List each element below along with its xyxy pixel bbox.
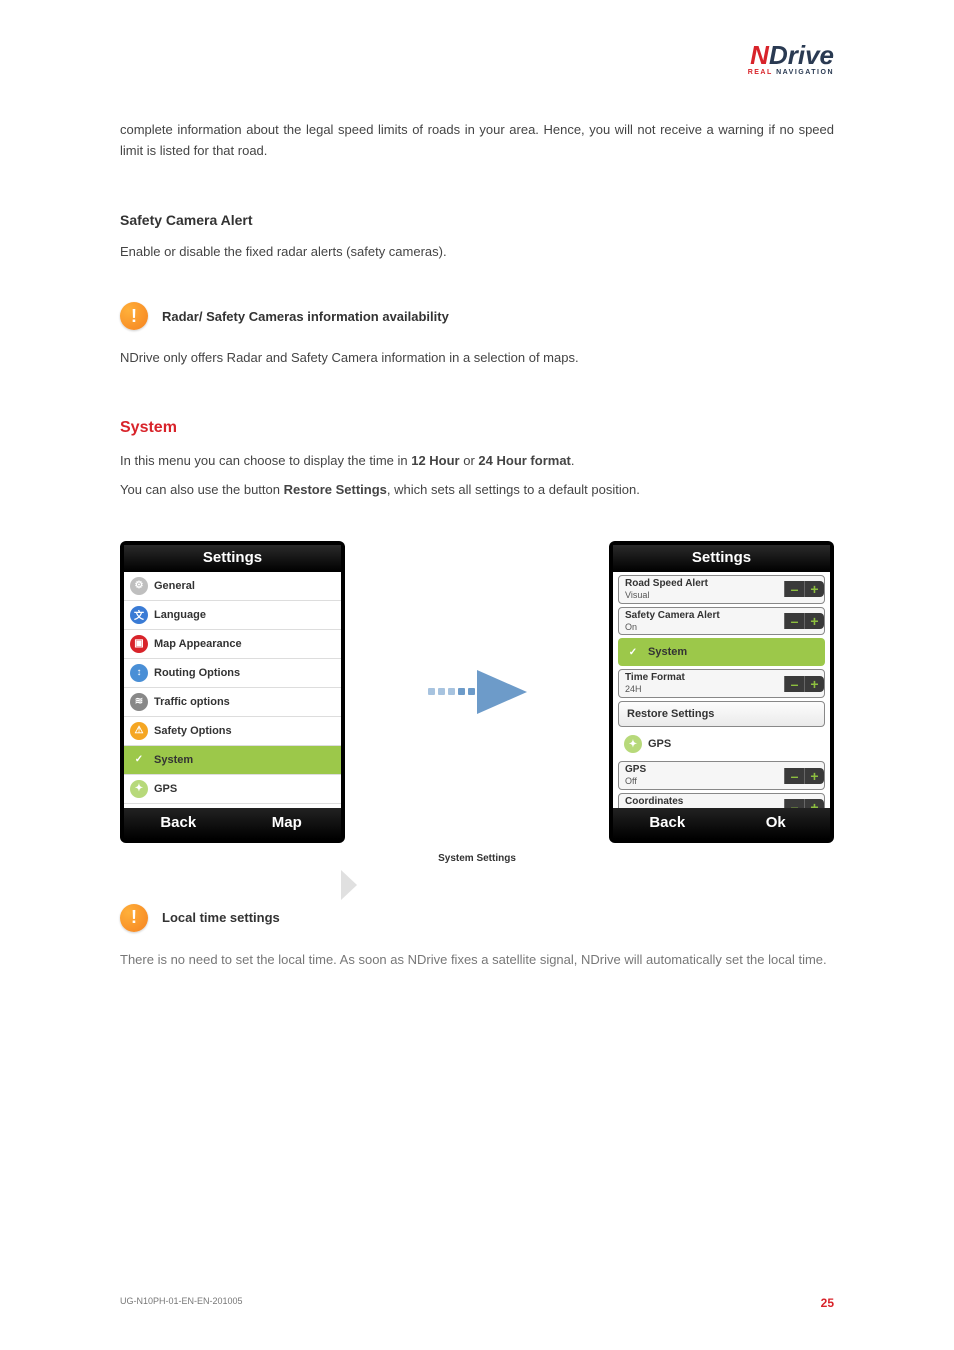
doc-code: UG-N10PH-01-EN-EN-201005	[120, 1296, 243, 1310]
menu-label: General	[154, 580, 195, 592]
minus-button[interactable]: –	[784, 768, 804, 784]
menu-icon: ↕	[130, 664, 148, 682]
menu-icon: ≋	[130, 693, 148, 711]
alert-icon: !	[120, 904, 148, 932]
system-heading: System	[120, 419, 834, 437]
menu-label: Routing Options	[154, 667, 240, 679]
menu-label: Safety Options	[154, 725, 232, 737]
menu-icon: 文	[130, 606, 148, 624]
setting-label: CoordinatesDDD	[619, 794, 784, 808]
setting-label: Time Format24H	[619, 670, 784, 697]
menu-item[interactable]: ✦ GPS	[124, 775, 341, 804]
alert-localtime: ! Local time settings	[120, 904, 834, 932]
logo-letter: N	[750, 40, 769, 70]
setting-item[interactable]: Safety Camera AlertOn–+	[618, 607, 825, 636]
settings-device-left: Settings ⚙ General 文 Language ▣ Map Appearanc…	[120, 541, 345, 843]
page-footer: UG-N10PH-01-EN-EN-201005 25	[120, 1296, 834, 1310]
brand-logo: NDrive REAL NAVIGATION	[748, 40, 834, 76]
safety-camera-heading: Safety Camera Alert	[120, 212, 834, 228]
system-para-2: You can also use the button Restore Sett…	[120, 480, 834, 501]
plus-button[interactable]: +	[804, 768, 824, 784]
back-button[interactable]: Back	[613, 808, 722, 839]
plus-button[interactable]: +	[804, 676, 824, 692]
system-para-1: In this menu you can choose to display t…	[120, 451, 834, 472]
menu-item[interactable]: ▣ Map Appearance	[124, 630, 341, 659]
restore-settings-button[interactable]: Restore Settings	[618, 701, 825, 727]
alert-radar-title: Radar/ Safety Cameras information availa…	[162, 309, 449, 324]
setting-item[interactable]: Road Speed AlertVisual–+	[618, 575, 825, 604]
menu-icon: ⚙	[130, 577, 148, 595]
back-button[interactable]: Back	[124, 808, 233, 839]
minus-button[interactable]: –	[784, 581, 804, 597]
menu-item[interactable]: ↕ Routing Options	[124, 659, 341, 688]
ok-button[interactable]: Ok	[722, 808, 831, 839]
section-icon: ✓	[624, 643, 642, 661]
minus-button[interactable]: –	[784, 676, 804, 692]
alert-icon: !	[120, 302, 148, 330]
arrow-indicator	[355, 670, 599, 714]
section-header: ✓ System	[618, 638, 825, 666]
setting-label: Road Speed AlertVisual	[619, 576, 784, 603]
menu-label: Traffic options	[154, 696, 230, 708]
map-button[interactable]: Map	[233, 808, 342, 839]
settings-device-right: Settings Road Speed AlertVisual–+Safety …	[609, 541, 834, 843]
section-icon: ✦	[624, 735, 642, 753]
intro-paragraph: complete information about the legal spe…	[120, 120, 834, 162]
menu-icon: ✓	[130, 751, 148, 769]
section-label: System	[648, 646, 687, 658]
page-number: 25	[821, 1296, 834, 1310]
plus-button[interactable]: +	[804, 581, 824, 597]
section-label: GPS	[648, 738, 671, 750]
menu-item[interactable]: ⚙ General	[124, 572, 341, 601]
safety-camera-para: Enable or disable the fixed radar alerts…	[120, 242, 834, 263]
logo-rest: Drive	[769, 40, 834, 70]
menu-icon: ✦	[130, 780, 148, 798]
alert-radar-para: NDrive only offers Radar and Safety Came…	[120, 348, 834, 369]
screenshots-row: Settings ⚙ General 文 Language ▣ Map Appearanc…	[120, 541, 834, 843]
menu-label: Language	[154, 609, 206, 621]
menu-icon: ⚠	[130, 722, 148, 740]
menu-label: System	[154, 754, 193, 766]
setting-item[interactable]: CoordinatesDDD–+	[618, 793, 825, 808]
device-title-right: Settings	[613, 545, 830, 572]
menu-item[interactable]: ≋ Traffic options	[124, 688, 341, 717]
alert-radar: ! Radar/ Safety Cameras information avai…	[120, 302, 834, 330]
menu-label: Map Appearance	[154, 638, 242, 650]
setting-item[interactable]: Time Format24H–+	[618, 669, 825, 698]
menu-item[interactable]: ✓ System	[124, 746, 341, 775]
menu-item[interactable]: ⚠ Safety Options	[124, 717, 341, 746]
section-header: ✦ GPS	[618, 730, 825, 758]
menu-label: GPS	[154, 783, 177, 795]
setting-item[interactable]: GPSOff–+	[618, 761, 825, 790]
minus-button[interactable]: –	[784, 613, 804, 629]
alert-localtime-title: Local time settings	[162, 910, 280, 925]
menu-item[interactable]: 文 Language	[124, 601, 341, 630]
screenshots-caption: System Settings	[120, 853, 834, 864]
logo-tagline: REAL NAVIGATION	[748, 69, 834, 76]
plus-button[interactable]: +	[804, 799, 824, 807]
device-title-left: Settings	[124, 545, 341, 572]
plus-button[interactable]: +	[804, 613, 824, 629]
setting-label: GPSOff	[619, 762, 784, 789]
setting-label: Safety Camera AlertOn	[619, 608, 784, 635]
minus-button[interactable]: –	[784, 799, 804, 807]
menu-icon: ▣	[130, 635, 148, 653]
alert-localtime-para: There is no need to set the local time. …	[120, 950, 834, 971]
